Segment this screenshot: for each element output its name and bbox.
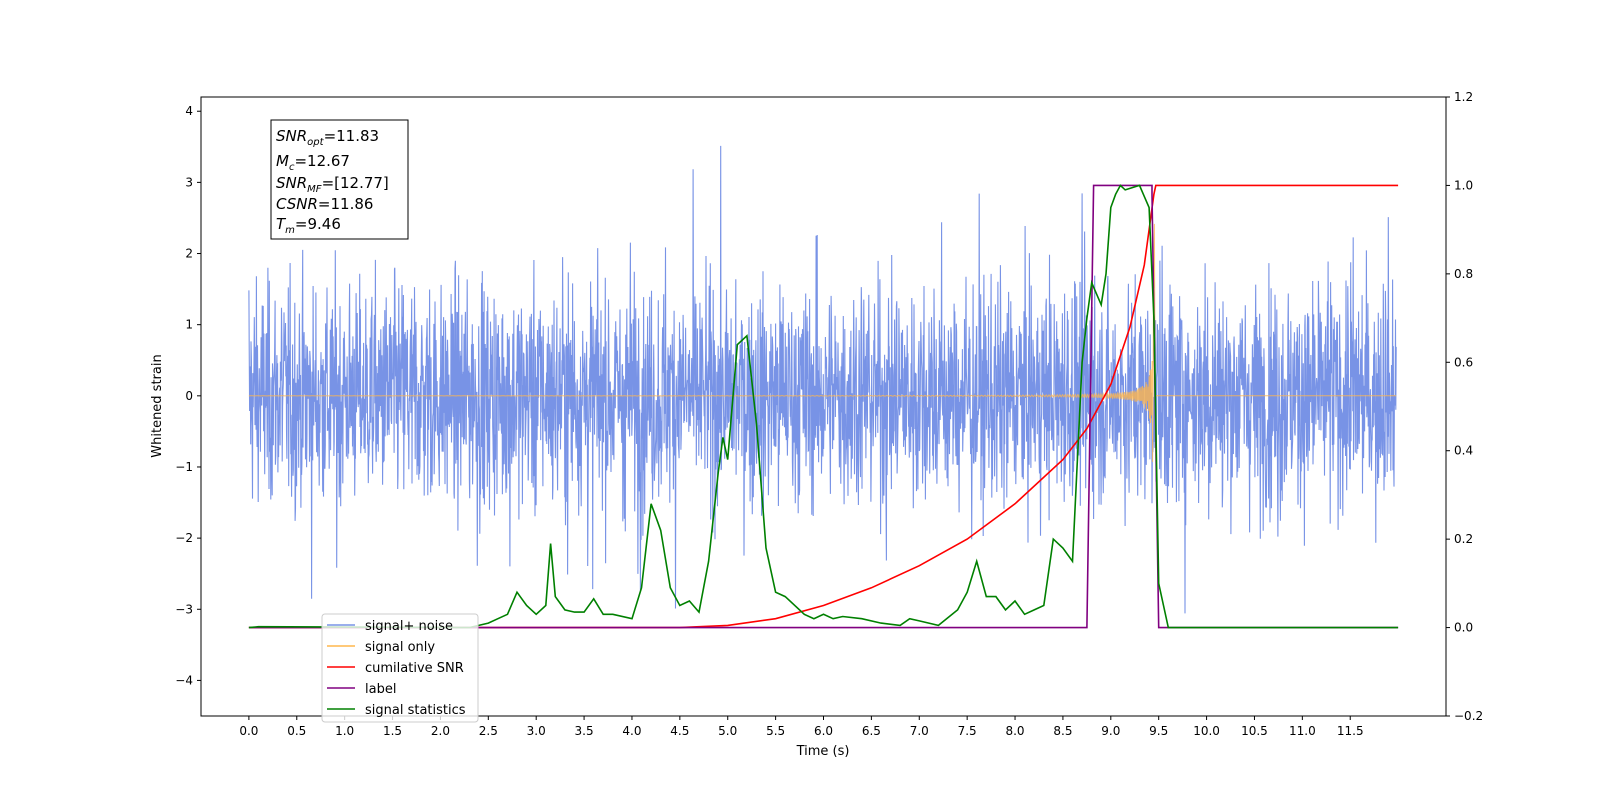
y2-tick-label: 0.2	[1454, 532, 1473, 546]
annotation-mc: Mc=12.67	[276, 152, 350, 173]
x-tick-label: 9.0	[1101, 724, 1120, 738]
x-axis-label: Time (s)	[796, 744, 850, 759]
legend-label-signal-noise: signal+ noise	[365, 619, 453, 634]
x-tick-label: 7.0	[910, 724, 929, 738]
x-tick-label: 4.5	[670, 724, 689, 738]
x-tick-label: 4.0	[622, 724, 641, 738]
annotation-csnr: CSNR=11.86	[276, 195, 373, 213]
legend-label-label: label	[365, 682, 396, 697]
x-tick-label: 6.0	[814, 724, 833, 738]
x-tick-label: 11.0	[1289, 724, 1316, 738]
annotation-snr-opt: SNRopt=11.83	[276, 127, 379, 148]
x-tick-label: 0.0	[239, 724, 258, 738]
annotation-box: SNRopt=11.83 Mc=12.67 SNRMF=[12.77] CSNR…	[270, 119, 409, 240]
x-tick-label: 11.5	[1337, 724, 1364, 738]
x-tick-label: 1.0	[335, 724, 354, 738]
series-signal-only	[248, 223, 1397, 462]
x-tick-label: 0.5	[287, 724, 306, 738]
y2-tick-label: 0.6	[1454, 355, 1473, 369]
y-tick-label: 1	[185, 318, 193, 332]
series-signal-statistics	[248, 184, 1399, 629]
y2-tick-label: 0.4	[1454, 444, 1473, 458]
y-tick-label: −4	[175, 673, 193, 687]
legend-label-signal-statistics: signal statistics	[365, 703, 466, 718]
y-tick-label: 4	[185, 104, 193, 118]
y-tick-label: 3	[185, 175, 193, 189]
y-tick-label: −3	[175, 602, 193, 616]
x-tick-label: 8.5	[1053, 724, 1072, 738]
x-tick-label: 3.0	[527, 724, 546, 738]
y2-tick-label: 1.2	[1454, 90, 1473, 104]
y2-tick-label: 0.8	[1454, 267, 1473, 281]
x-tick-label: 5.0	[718, 724, 737, 738]
y2-tick-label: 0.0	[1454, 621, 1473, 635]
annotation-tm: Tm=9.46	[276, 215, 341, 236]
legend-label-signal-only: signal only	[365, 640, 435, 655]
legend: signal+ noise signal only cumilative SNR…	[321, 613, 479, 723]
x-tick-label: 8.0	[1005, 724, 1024, 738]
series-cumulative-snr	[248, 184, 1399, 629]
y-tick-label: −1	[175, 460, 193, 474]
y-tick-label: 0	[185, 389, 193, 403]
x-tick-label: 2.5	[479, 724, 498, 738]
x-tick-label: 9.5	[1149, 724, 1168, 738]
y2-tick-label: −0.2	[1454, 709, 1483, 723]
y-tick-label: 2	[185, 247, 193, 261]
y-axis-label: Whitened strain	[150, 354, 165, 457]
x-tick-label: 1.5	[383, 724, 402, 738]
legend-label-cumulative-snr: cumilative SNR	[365, 661, 464, 676]
x-tick-label: 2.0	[431, 724, 450, 738]
x-tick-label: 7.5	[958, 724, 977, 738]
y-tick-label: −2	[175, 531, 193, 545]
series-label	[248, 184, 1399, 629]
x-tick-label: 6.5	[862, 724, 881, 738]
x-tick-label: 10.0	[1193, 724, 1220, 738]
x-tick-label: 5.5	[766, 724, 785, 738]
y2-tick-label: 1.0	[1454, 178, 1473, 192]
annotation-snr-mf: SNRMF=[12.77]	[276, 174, 389, 195]
x-tick-label: 10.5	[1241, 724, 1268, 738]
x-tick-label: 3.5	[575, 724, 594, 738]
